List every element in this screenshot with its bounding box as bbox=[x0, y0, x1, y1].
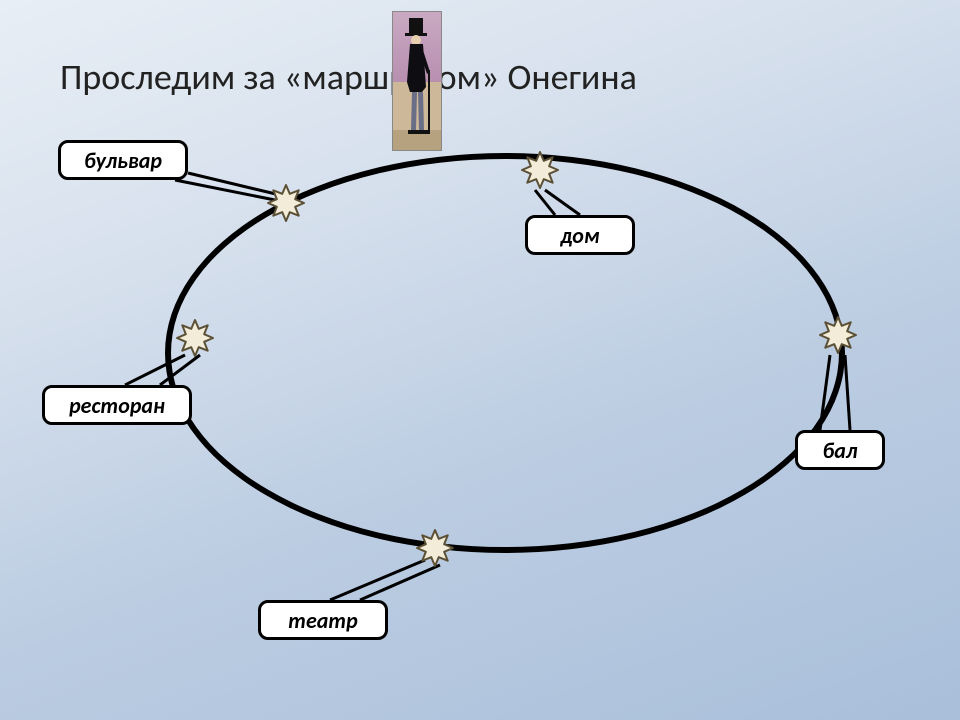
star-bal bbox=[818, 315, 858, 355]
label-text-teatr: театр bbox=[288, 607, 357, 634]
star-teatr bbox=[415, 528, 455, 568]
label-text-restoran: ресторан bbox=[69, 392, 165, 419]
connector-teatr bbox=[330, 560, 425, 600]
slide: Проследим за «маршрутом» Онегина bbox=[0, 0, 960, 720]
label-bal: бал bbox=[795, 430, 885, 470]
onegin-figure bbox=[392, 11, 442, 151]
label-dom: дом bbox=[525, 215, 635, 255]
star-dom bbox=[520, 150, 560, 190]
connector-teatr bbox=[360, 565, 440, 600]
star-restoran bbox=[175, 318, 215, 358]
star-bulvar bbox=[266, 183, 306, 223]
connector-bulvar bbox=[175, 180, 275, 200]
label-text-dom: дом bbox=[560, 222, 599, 249]
label-teatr: театр bbox=[258, 600, 388, 640]
page-title: Проследим за «маршрутом» Онегина bbox=[60, 55, 637, 99]
label-bulvar: бульвар bbox=[58, 140, 188, 180]
figure-illustration bbox=[393, 12, 441, 150]
label-text-bulvar: бульвар bbox=[84, 147, 162, 174]
label-restoran: ресторан bbox=[42, 385, 192, 425]
connector-bal bbox=[845, 355, 850, 430]
label-text-bal: бал bbox=[823, 437, 858, 464]
